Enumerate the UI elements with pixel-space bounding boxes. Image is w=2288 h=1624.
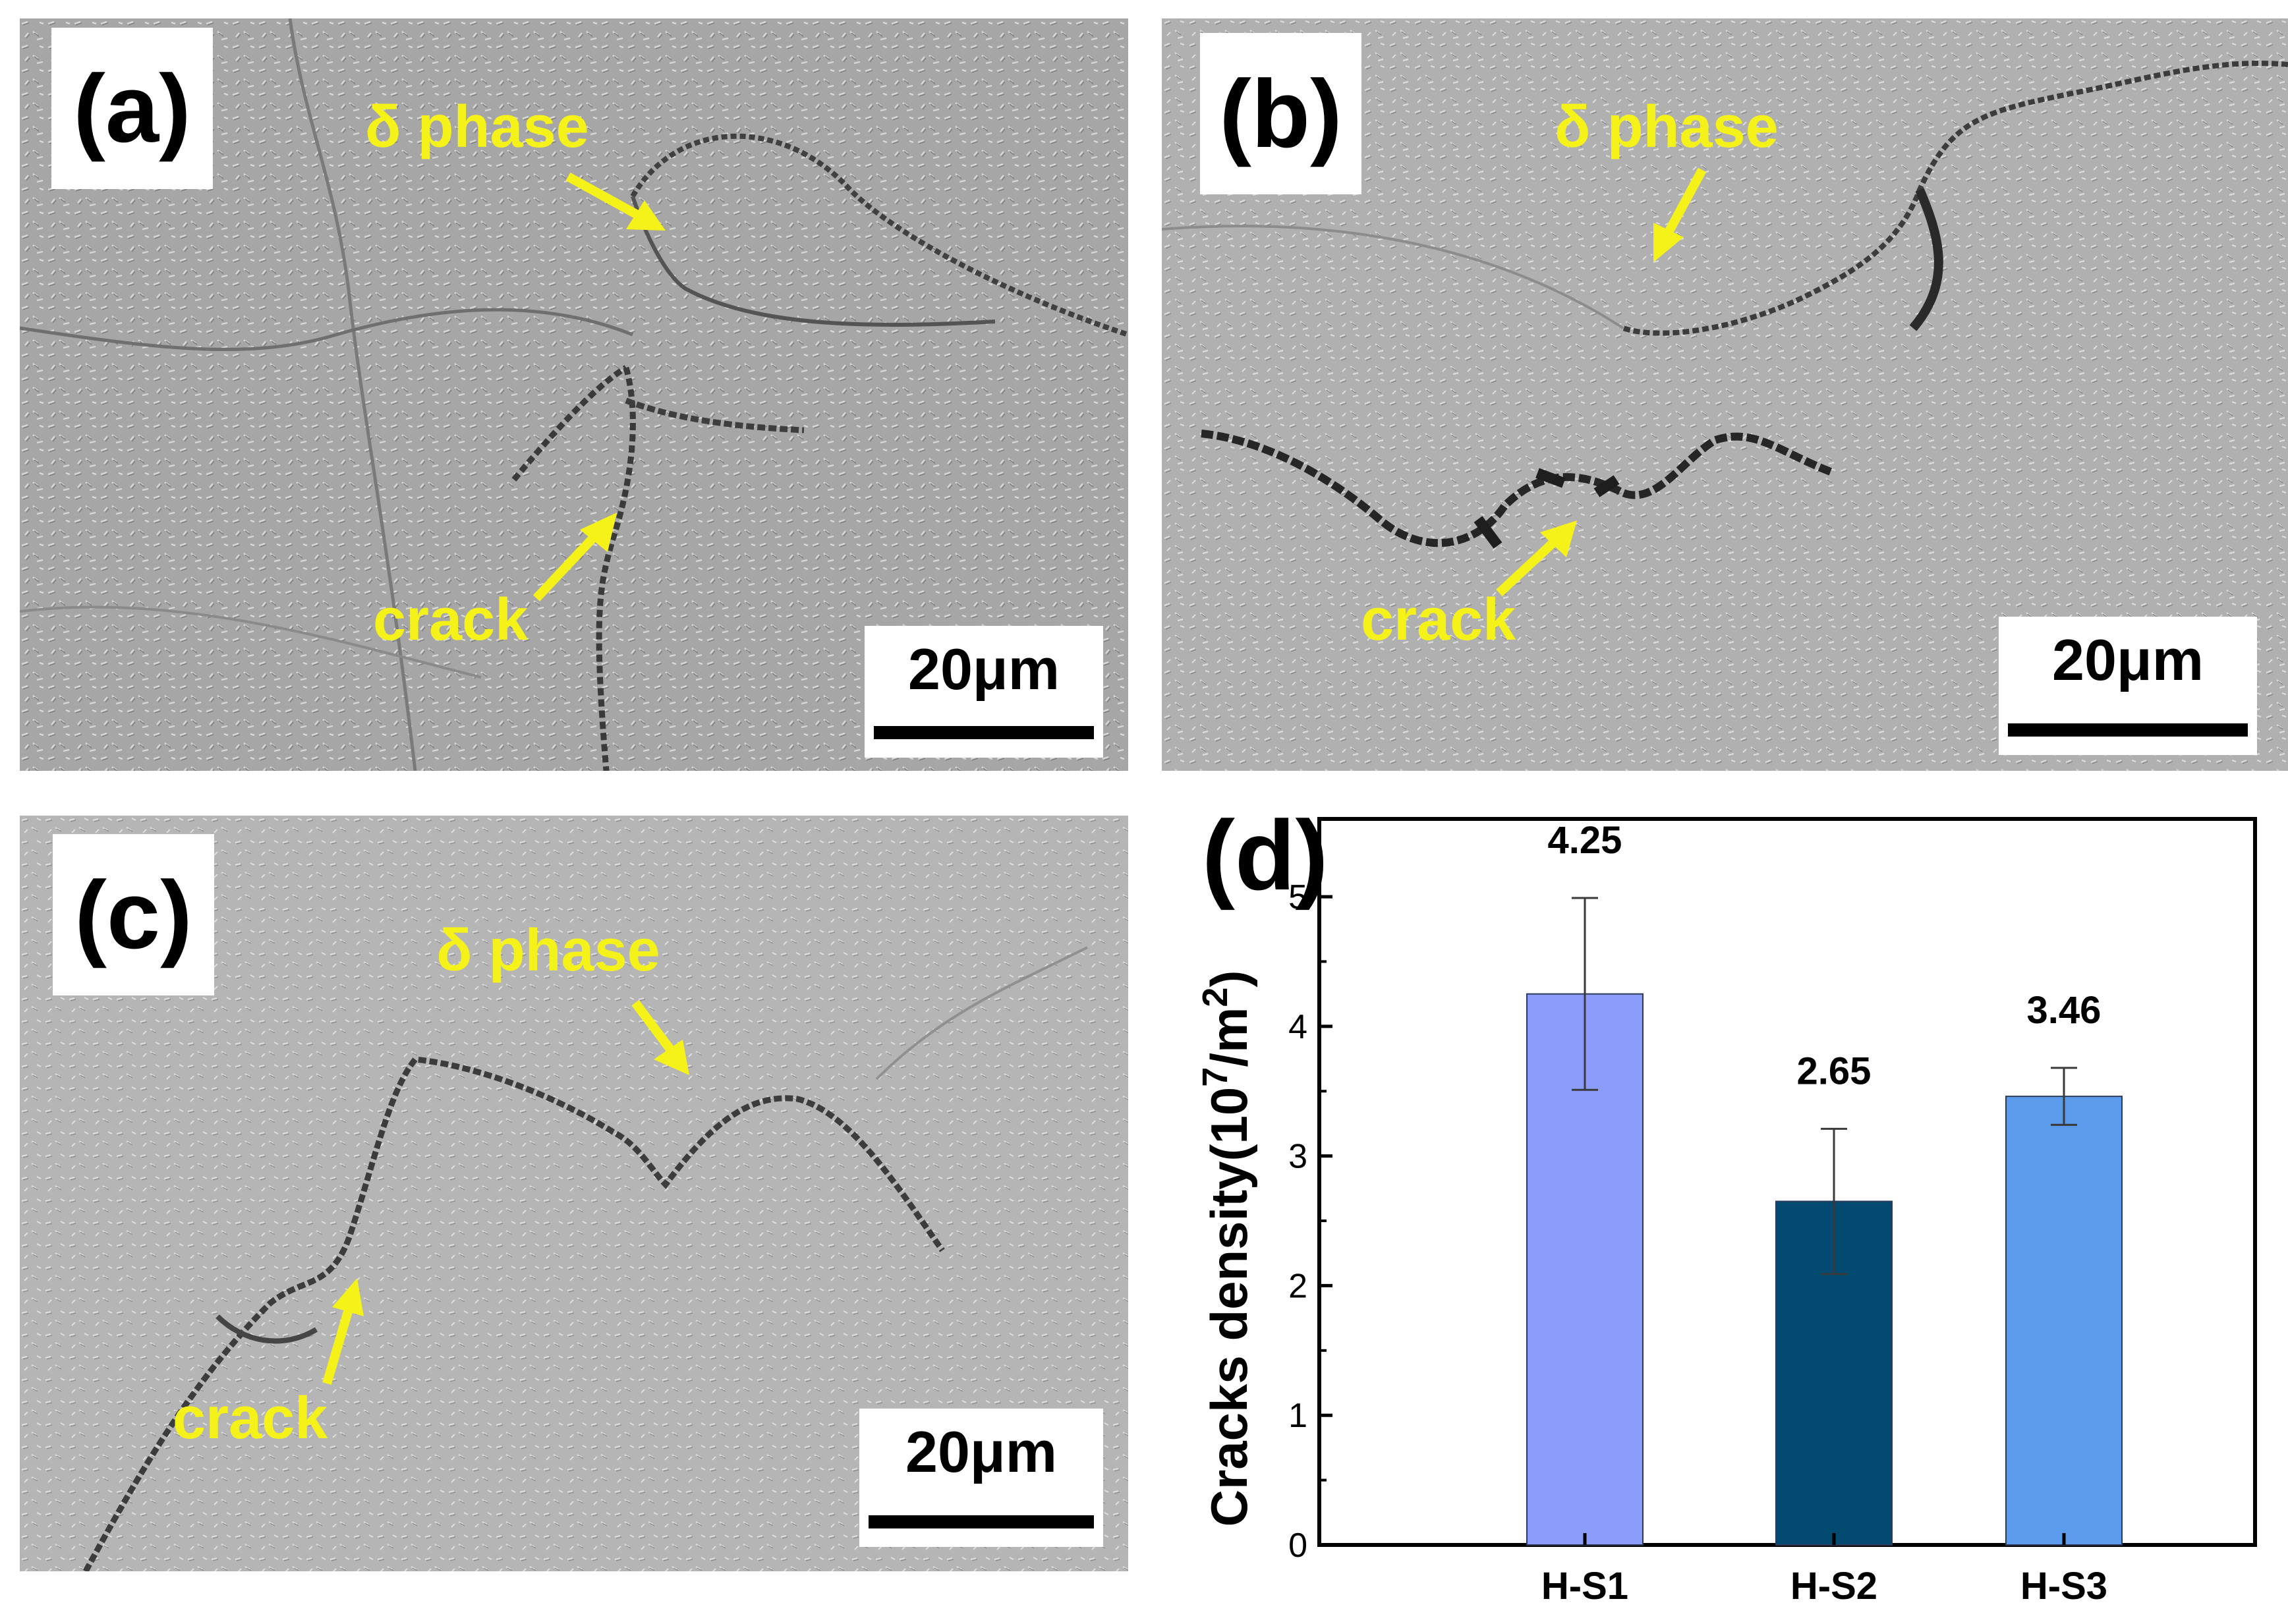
scale-bar-c: 20μm (859, 1409, 1103, 1547)
panel-label-b: (b) (1200, 33, 1361, 194)
y-tick-label-1: 1 (1288, 1397, 1307, 1435)
micrograph-b: (b) δ phase crack 20μm (1162, 18, 2288, 771)
scale-bar-b: 20μm (1999, 617, 2257, 755)
crack-label-b: crack (1361, 587, 1516, 653)
y-tick-label-5: 5 (1288, 878, 1307, 916)
panel-label-d: (d) (1202, 814, 1329, 910)
phase-label-c: δ phase (436, 918, 660, 984)
x-tick-label-h-s1: H-S1 (1541, 1565, 1628, 1608)
y-tick-label-2: 2 (1288, 1267, 1307, 1305)
scale-bar-line-a (874, 726, 1094, 739)
micrograph-c: (c) δ phase crack 20μm (20, 816, 1128, 1571)
y-axis-label-prefix: Cracks density(10 (1200, 1087, 1258, 1527)
y-tick-label-4: 4 (1288, 1008, 1307, 1046)
phase-arrow-a (565, 172, 666, 231)
bar-h-s3 (2005, 1096, 2123, 1546)
x-tick-label-h-s2: H-S2 (1790, 1565, 1877, 1608)
panel-label-a: (a) (51, 28, 213, 189)
y-axis-label-mid: /m (1200, 1007, 1258, 1067)
value-label-h-s3: 3.46 (2027, 989, 2102, 1032)
value-label-h-s1: 4.25 (1548, 819, 1622, 862)
scale-bar-line-c (869, 1515, 1094, 1528)
phase-arrow-c (631, 999, 689, 1075)
crack-density-chart: (d) Cracks density(107/m2) 0123454.25H-S… (1195, 800, 2257, 1608)
panel-label-c: (c) (53, 834, 214, 995)
crack-arrow-b (1496, 520, 1577, 597)
scale-bar-line-b (2008, 723, 2248, 737)
value-label-h-s2: 2.65 (1797, 1050, 1872, 1092)
y-tick-label-3: 3 (1288, 1138, 1307, 1176)
crack-label-c: crack (173, 1386, 328, 1451)
scale-bar-a: 20μm (865, 626, 1103, 758)
scale-bar-label-a: 20μm (908, 636, 1060, 702)
crack-arrow-c (322, 1278, 364, 1385)
chart-d: (d) Cracks density(107/m2) 0 1 2 3 4 5 4.25 H-S… (1173, 800, 2288, 1621)
micrograph-a: (a) δ phase crack 20μm (20, 18, 1128, 771)
y-tick-label-0: 0 (1288, 1526, 1307, 1565)
crack-label-a: crack (373, 587, 529, 653)
phase-label-b: δ phase (1555, 94, 1779, 160)
scale-bar-label-b: 20μm (2052, 627, 2204, 692)
y-axis-label-exp2: 2 (1195, 988, 1235, 1007)
phase-label-a: δ phase (365, 94, 589, 160)
y-axis-label-suffix: ) (1200, 970, 1258, 988)
crack-arrow-a (532, 513, 617, 602)
phase-arrow-b (1653, 167, 1707, 262)
y-axis-label-exp1: 7 (1195, 1067, 1235, 1087)
scale-bar-label-c: 20μm (905, 1419, 1057, 1484)
x-tick-label-h-s3: H-S3 (2020, 1565, 2107, 1608)
y-axis-label: Cracks density(107/m2) (1195, 970, 1258, 1527)
